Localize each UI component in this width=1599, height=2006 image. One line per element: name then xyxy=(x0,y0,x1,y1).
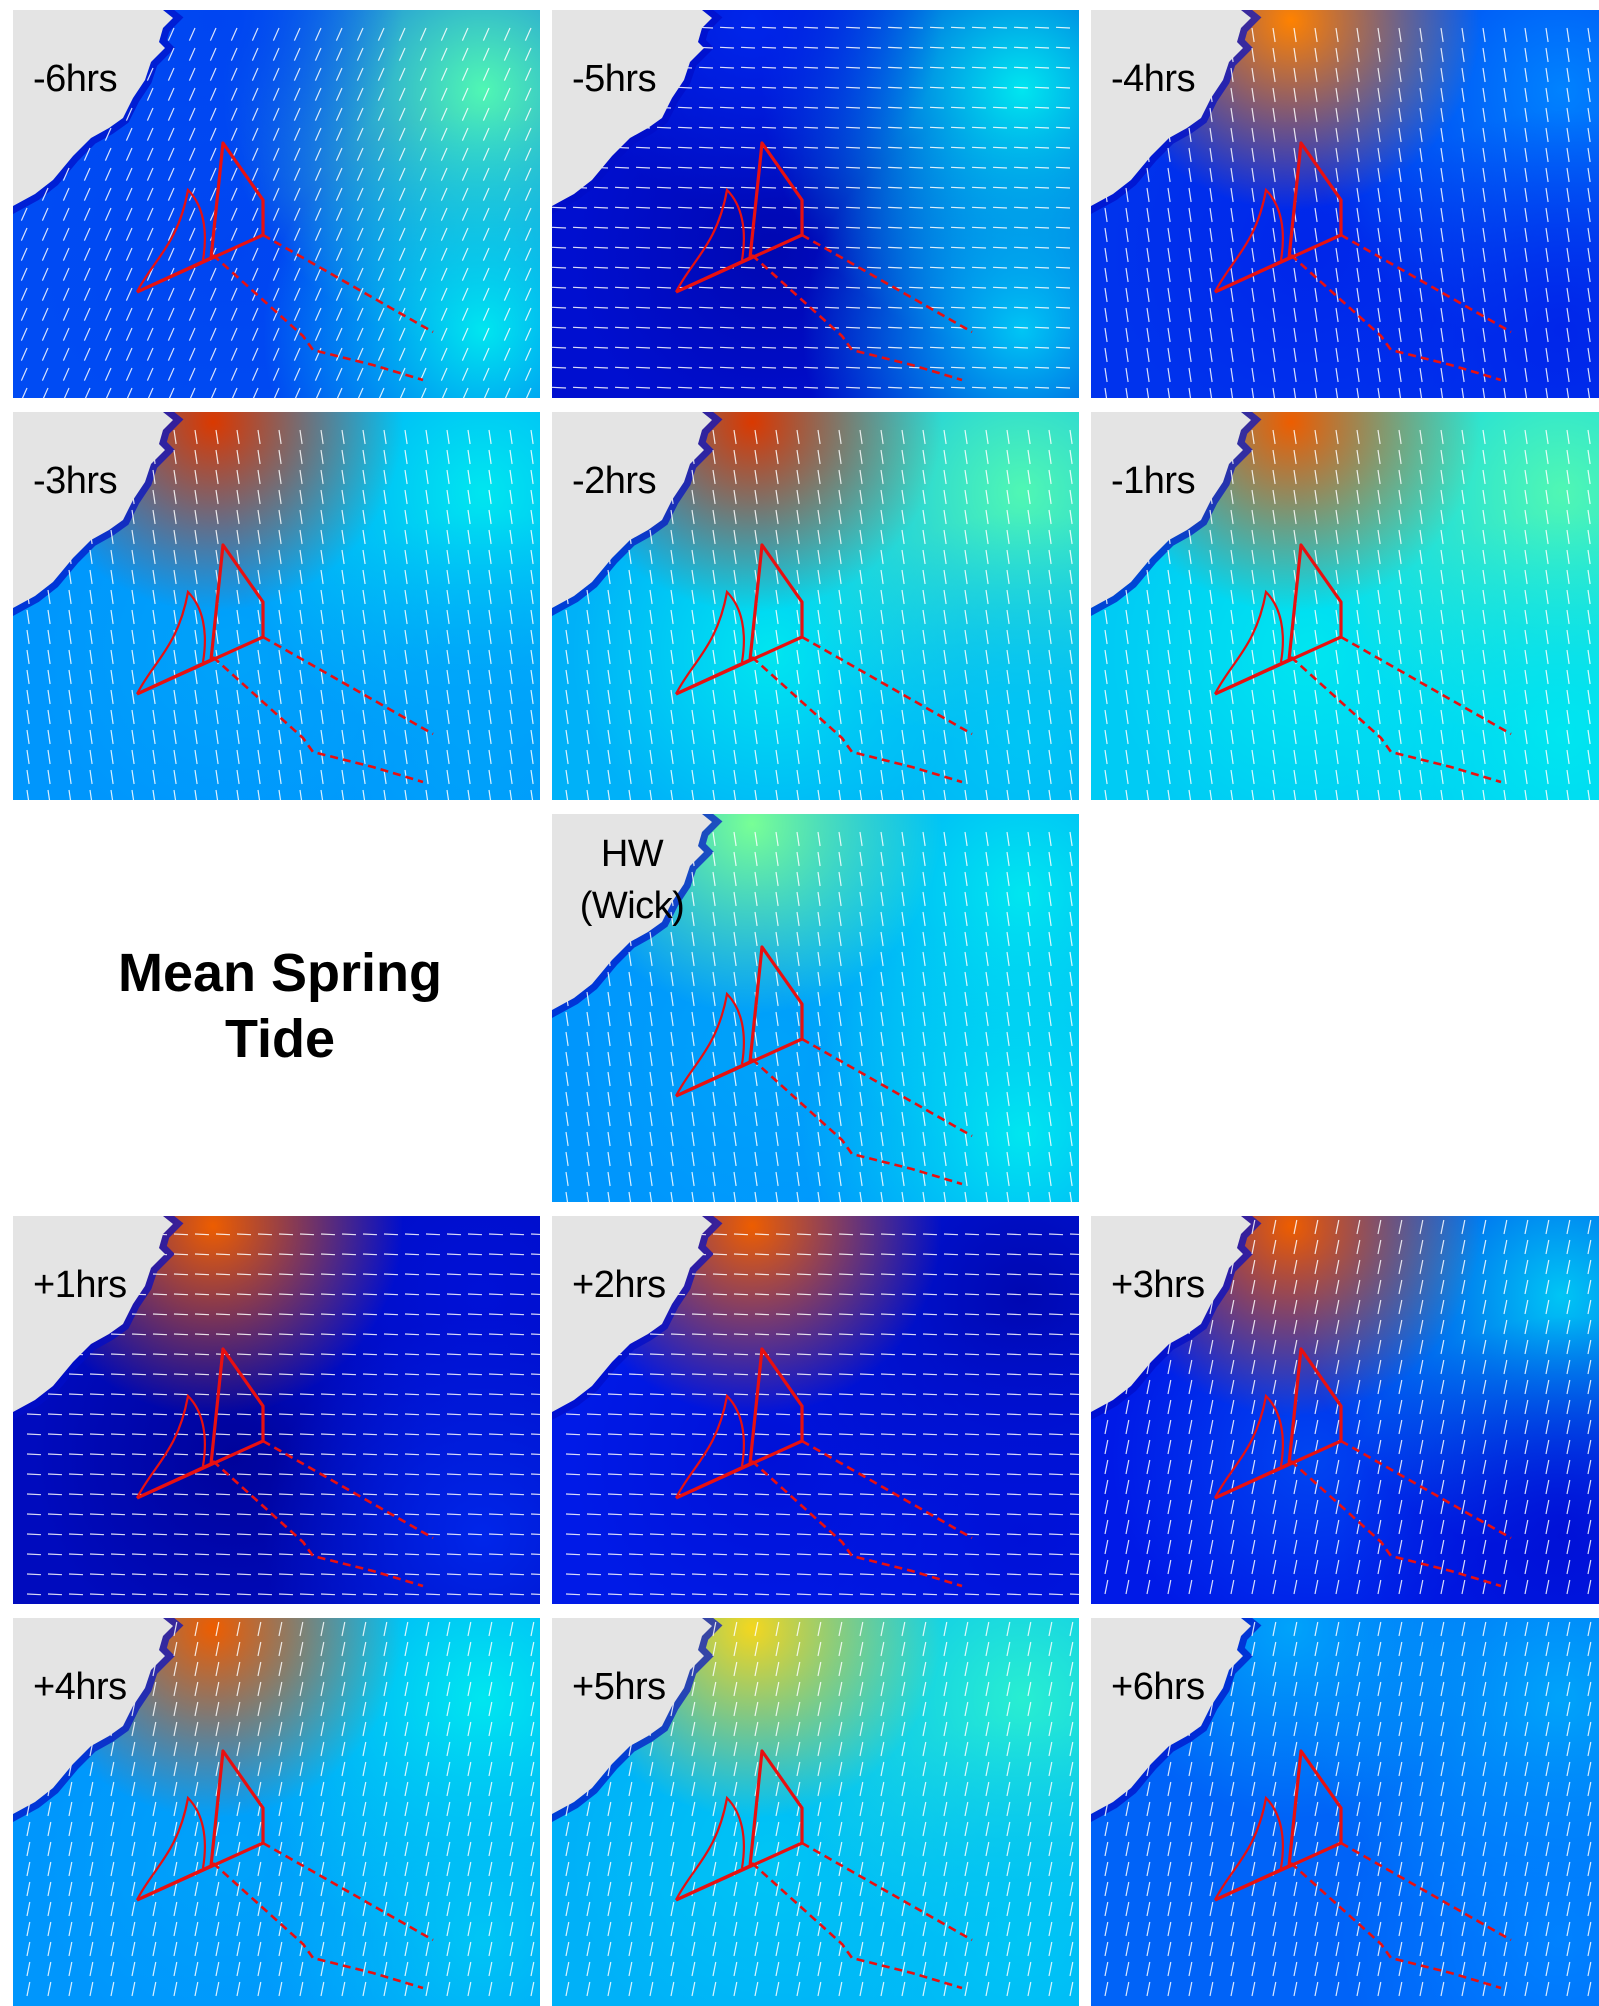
tide-panel-p4: +4hrs xyxy=(13,1618,540,2006)
panel-time-label: +4hrs xyxy=(33,1666,127,1709)
tide-panel-hw: HW(Wick) xyxy=(552,814,1079,1202)
panel-time-label: +1hrs xyxy=(33,1264,127,1307)
tide-panel-p5: +5hrs xyxy=(552,1618,1079,2006)
panel-time-label: +6hrs xyxy=(1111,1666,1205,1709)
tide-panel-p6: +6hrs xyxy=(1091,1618,1599,2006)
tide-panel-m1: -1hrs xyxy=(1091,412,1599,800)
panel-time-label: -2hrs xyxy=(572,460,656,503)
tide-panel-p2: +2hrs xyxy=(552,1216,1079,1604)
panel-time-label: HW(Wick) xyxy=(562,828,702,932)
tide-panel-m4: -4hrs xyxy=(1091,10,1599,398)
panel-time-label: -3hrs xyxy=(33,460,117,503)
figure-title-line-1: Mean Spring xyxy=(30,940,530,1006)
tide-panel-p3: +3hrs xyxy=(1091,1216,1599,1604)
tide-panel-m6: -6hrs xyxy=(13,10,540,398)
tide-panel-m3: -3hrs xyxy=(13,412,540,800)
panel-time-label: +5hrs xyxy=(572,1666,666,1709)
panel-time-label: +2hrs xyxy=(572,1264,666,1307)
panel-time-label: -1hrs xyxy=(1111,460,1195,503)
panel-time-label: -6hrs xyxy=(33,58,117,101)
tide-panel-p1: +1hrs xyxy=(13,1216,540,1604)
tide-panel-m5: -5hrs xyxy=(552,10,1079,398)
panel-time-label: +3hrs xyxy=(1111,1264,1205,1307)
figure-title-line-2: Tide xyxy=(30,1006,530,1072)
panel-time-label: -5hrs xyxy=(572,58,656,101)
panel-time-label: -4hrs xyxy=(1111,58,1195,101)
figure-title: Mean Spring Tide xyxy=(30,940,530,1072)
tide-panel-m2: -2hrs xyxy=(552,412,1079,800)
